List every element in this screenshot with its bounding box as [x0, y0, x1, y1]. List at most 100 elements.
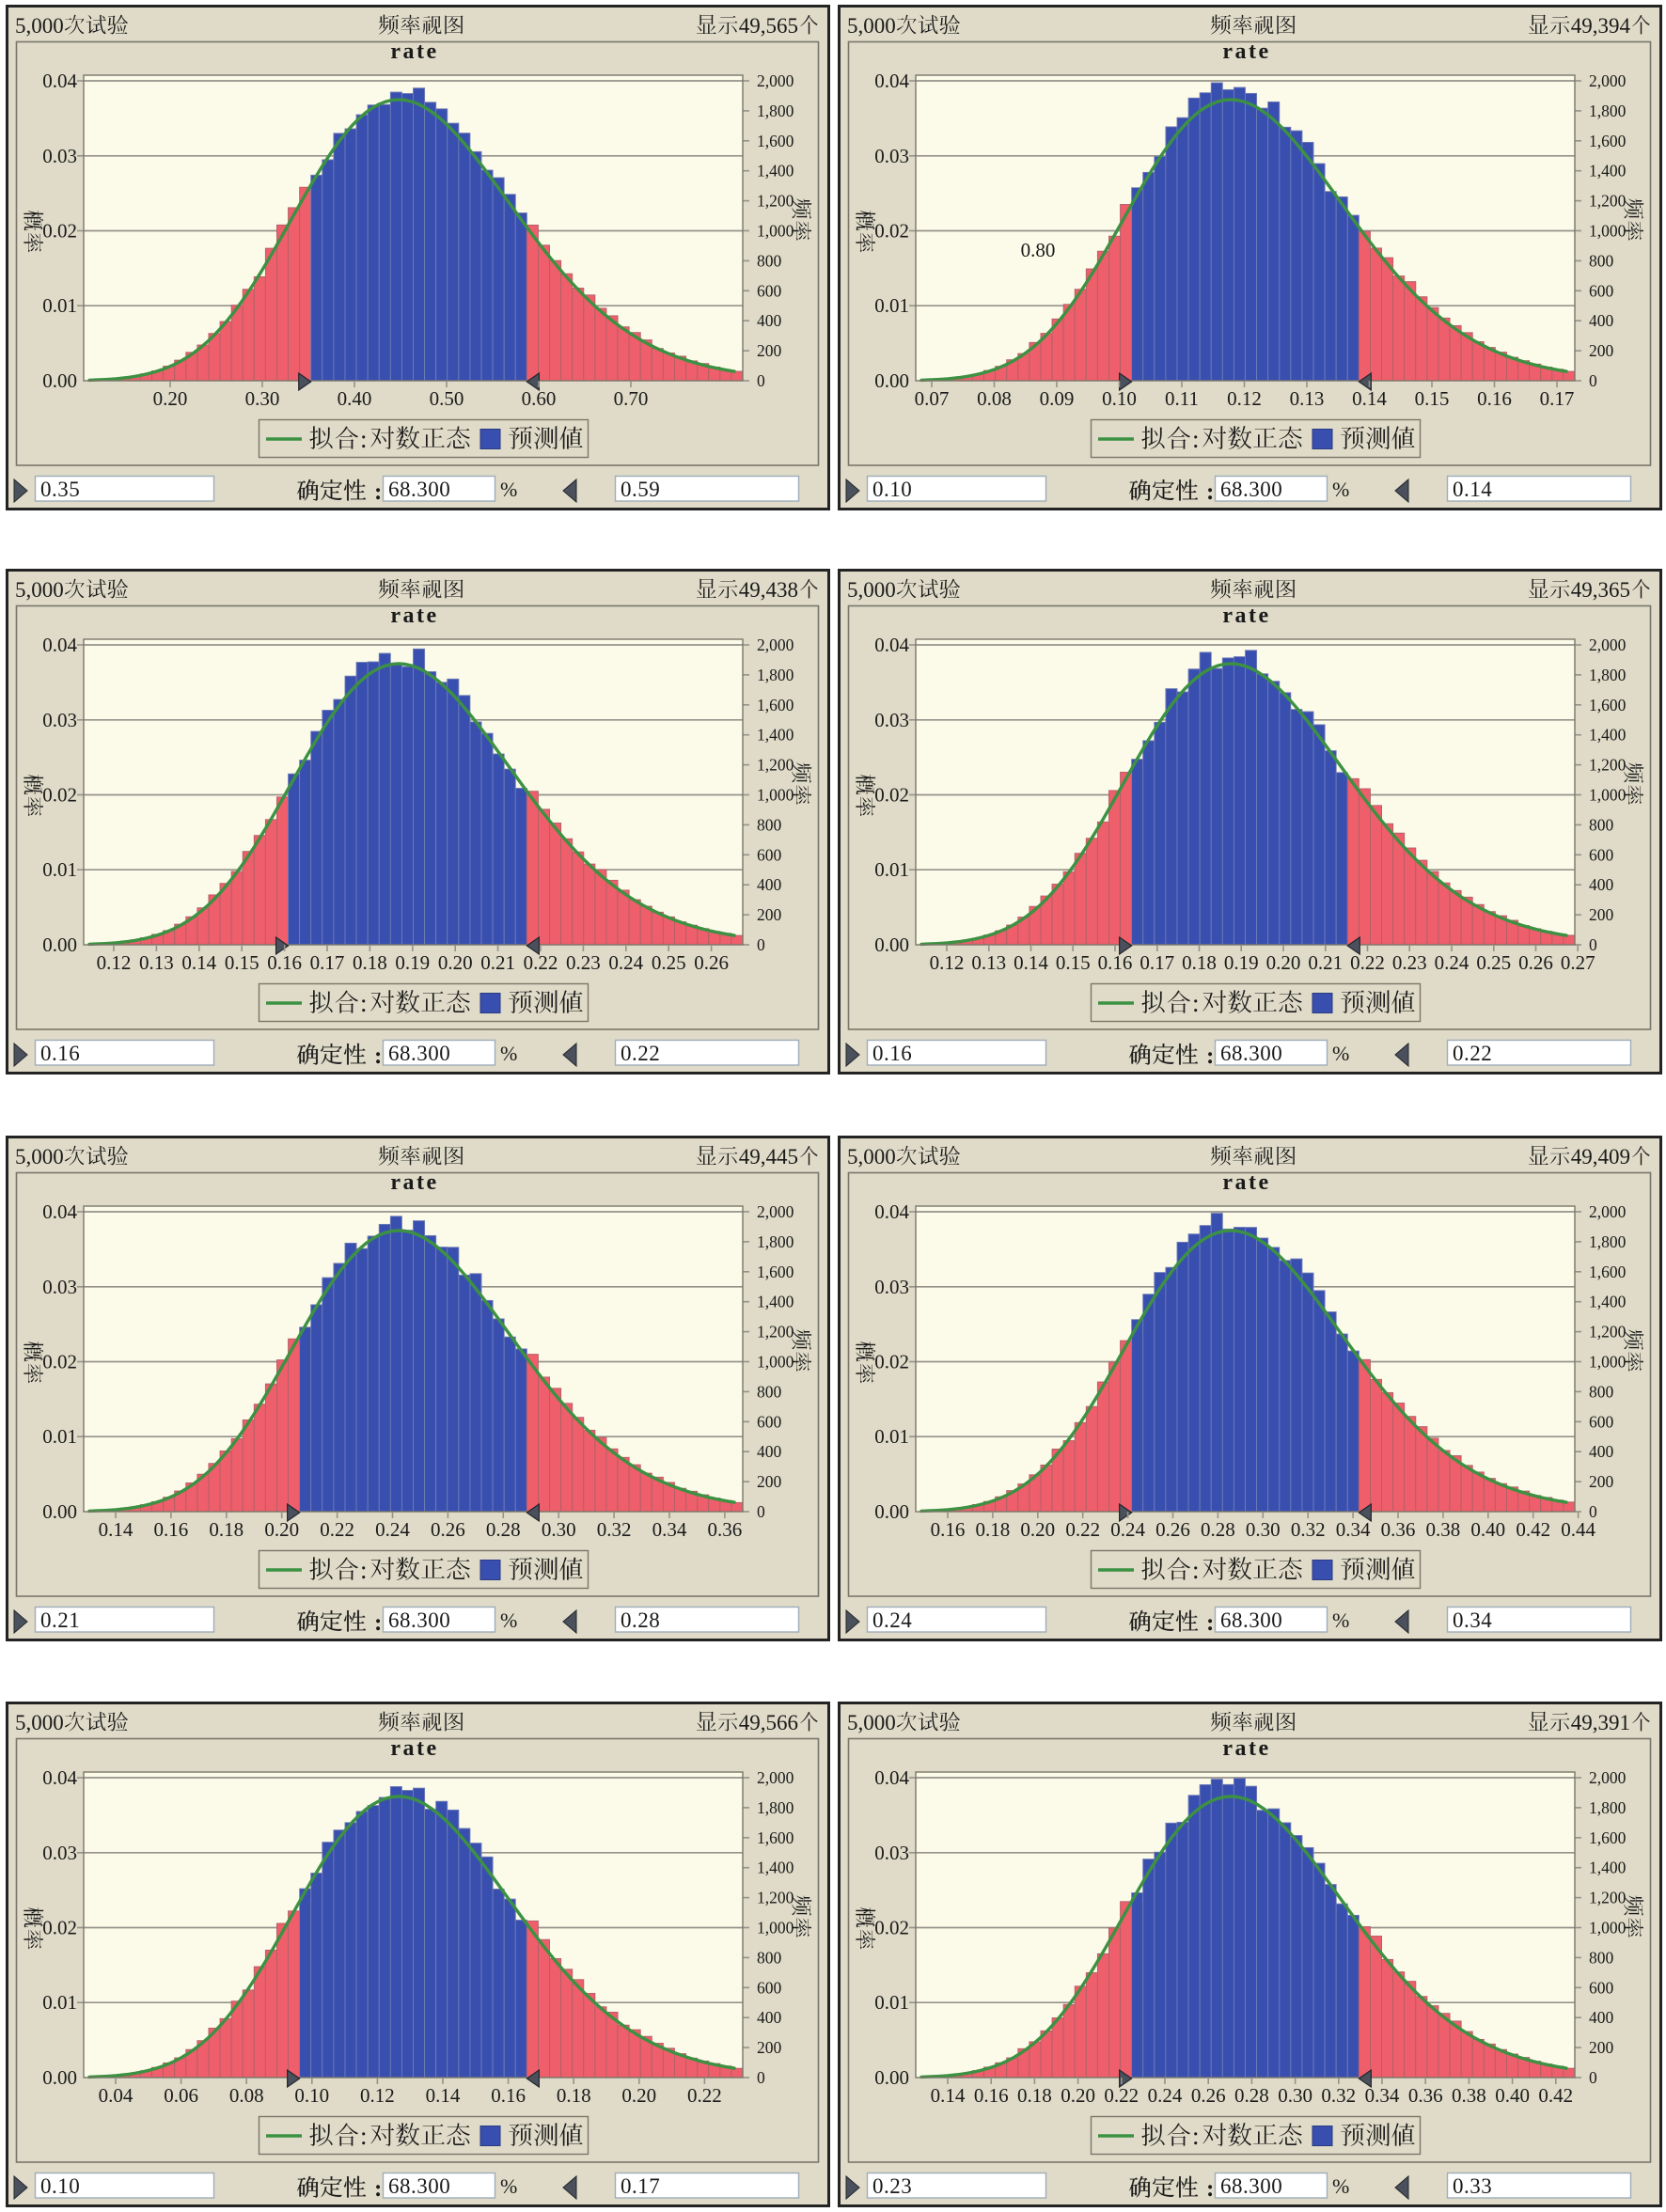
svg-text:0.44: 0.44 [1561, 1518, 1595, 1541]
svg-text:0.21: 0.21 [480, 951, 515, 974]
svg-text:1,400: 1,400 [757, 1293, 794, 1311]
svg-text:1,200: 1,200 [1589, 1889, 1627, 1907]
svg-text:0.80: 0.80 [1021, 239, 1056, 261]
svg-text:rate: rate [1222, 1736, 1270, 1761]
svg-text:0.22: 0.22 [524, 951, 558, 974]
svg-text:0.18: 0.18 [976, 1518, 1011, 1541]
svg-text:49,566: 49,566 [739, 1711, 798, 1734]
svg-text:0.50: 0.50 [430, 387, 464, 410]
svg-text:0.09: 0.09 [1040, 387, 1075, 410]
svg-text:0.34: 0.34 [652, 1518, 687, 1541]
svg-text:0.14: 0.14 [426, 2084, 461, 2107]
svg-text:0.21: 0.21 [1308, 951, 1343, 974]
svg-text:0.17: 0.17 [1139, 951, 1174, 974]
svg-text:400: 400 [1589, 1442, 1614, 1461]
svg-text:0.25: 0.25 [652, 951, 686, 974]
svg-text:68.300: 68.300 [388, 478, 450, 501]
svg-text:0.13: 0.13 [139, 951, 174, 974]
svg-text:400: 400 [1589, 875, 1614, 894]
svg-text:0.19: 0.19 [1224, 951, 1259, 974]
svg-text:800: 800 [1589, 251, 1614, 270]
svg-text:68.300: 68.300 [388, 2174, 450, 2198]
svg-text:0.00: 0.00 [42, 933, 77, 956]
svg-text:0.22: 0.22 [687, 2084, 722, 2107]
svg-text:49,409: 49,409 [1571, 1145, 1630, 1169]
svg-text:1,800: 1,800 [757, 1798, 794, 1817]
svg-text:0.28: 0.28 [1201, 1518, 1235, 1541]
svg-text:0.40: 0.40 [338, 387, 372, 410]
svg-text:0.03: 0.03 [874, 145, 909, 167]
svg-text:0.16: 0.16 [931, 1518, 966, 1541]
svg-text:400: 400 [757, 875, 782, 894]
svg-text:0.14: 0.14 [1352, 387, 1387, 410]
svg-text:0.15: 0.15 [225, 951, 259, 974]
svg-text:0.04: 0.04 [874, 634, 909, 656]
svg-text:1,600: 1,600 [757, 1263, 794, 1281]
svg-text:rate: rate [1222, 604, 1270, 628]
svg-text:%: % [1332, 2174, 1349, 2198]
svg-text:0.30: 0.30 [1246, 1518, 1281, 1541]
svg-text:0.00: 0.00 [42, 2066, 77, 2089]
svg-text::: : [1206, 1610, 1214, 1636]
svg-text:49,365: 49,365 [1571, 578, 1630, 602]
svg-text:0.12: 0.12 [360, 2084, 395, 2107]
svg-text:1,000: 1,000 [1589, 1353, 1627, 1372]
svg-text:0.08: 0.08 [229, 2084, 264, 2107]
svg-text:0.26: 0.26 [1155, 1518, 1190, 1541]
svg-text:0: 0 [757, 2068, 765, 2087]
svg-text:0.08: 0.08 [977, 387, 1012, 410]
svg-text:1,600: 1,600 [757, 132, 794, 150]
svg-text:1,400: 1,400 [1589, 1293, 1627, 1311]
svg-text:0: 0 [1589, 935, 1597, 954]
svg-text:0.00: 0.00 [874, 369, 909, 392]
svg-text:1,800: 1,800 [757, 666, 794, 684]
svg-text:rate: rate [1222, 1170, 1270, 1195]
svg-text:0.22: 0.22 [320, 1518, 354, 1541]
svg-text:1,200: 1,200 [757, 1323, 794, 1341]
svg-text:600: 600 [757, 1412, 782, 1431]
svg-text:0.30: 0.30 [245, 387, 280, 410]
svg-text:0.00: 0.00 [874, 1500, 909, 1523]
svg-text:0.01: 0.01 [874, 1991, 909, 2014]
svg-text:0.02: 0.02 [42, 220, 77, 243]
svg-text:800: 800 [1589, 1948, 1614, 1967]
svg-text:0.01: 0.01 [42, 1991, 77, 2014]
svg-text:0.34: 0.34 [1336, 1518, 1371, 1541]
svg-text:0.14: 0.14 [99, 1518, 134, 1541]
svg-text:%: % [500, 1042, 517, 1065]
svg-text:800: 800 [1589, 1382, 1614, 1401]
svg-text:0.34: 0.34 [1365, 2084, 1400, 2107]
svg-text:0.20: 0.20 [1266, 951, 1301, 974]
svg-text:0.10: 0.10 [1102, 387, 1137, 410]
svg-text:0.04: 0.04 [42, 70, 77, 92]
svg-text:1,000: 1,000 [1589, 222, 1627, 241]
svg-text:0.01: 0.01 [874, 1425, 909, 1448]
svg-text:0.27: 0.27 [1561, 951, 1595, 974]
svg-text:0.03: 0.03 [42, 1842, 77, 1864]
svg-text:2,000: 2,000 [757, 635, 794, 654]
svg-text:68.300: 68.300 [1220, 2174, 1282, 2198]
svg-text:2,000: 2,000 [1589, 71, 1627, 90]
svg-text:rate: rate [390, 39, 438, 64]
svg-text:600: 600 [757, 281, 782, 300]
svg-text:800: 800 [1589, 815, 1614, 834]
svg-text:68.300: 68.300 [388, 1042, 450, 1065]
svg-text:0.36: 0.36 [708, 1518, 743, 1541]
svg-text:0.11: 0.11 [1165, 387, 1199, 410]
svg-text:0.28: 0.28 [486, 1518, 521, 1541]
svg-text:%: % [1332, 478, 1349, 501]
svg-text:0.16: 0.16 [267, 951, 302, 974]
svg-text:600: 600 [1589, 845, 1614, 864]
svg-text:2,000: 2,000 [757, 1768, 794, 1787]
svg-text:rate: rate [1222, 39, 1270, 64]
svg-text:0.32: 0.32 [1291, 1518, 1326, 1541]
svg-text:600: 600 [757, 845, 782, 864]
svg-text:400: 400 [757, 311, 782, 330]
svg-text:0.03: 0.03 [42, 145, 77, 167]
svg-text:800: 800 [757, 815, 782, 834]
svg-text:0.20: 0.20 [621, 2084, 656, 2107]
svg-text:rate: rate [390, 1736, 438, 1761]
svg-text:0.03: 0.03 [42, 1276, 77, 1298]
svg-text:0.20: 0.20 [1020, 1518, 1055, 1541]
svg-text:0.24: 0.24 [1110, 1518, 1145, 1541]
